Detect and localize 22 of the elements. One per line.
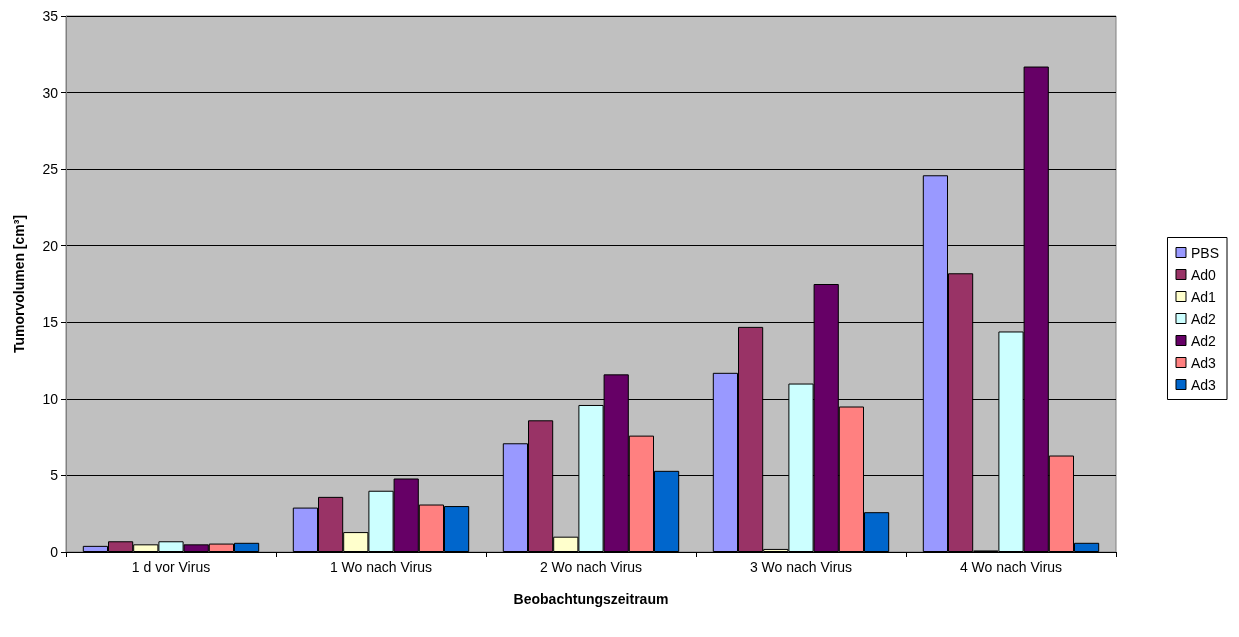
x-axis-title: Beobachtungszeitraum xyxy=(513,591,669,607)
legend-label: Ad1 xyxy=(1190,288,1217,305)
x-tick-label: 1 Wo nach Virus xyxy=(329,559,433,575)
y-tick-label: 30 xyxy=(42,84,59,101)
y-tick-label: 25 xyxy=(42,161,59,178)
y-tick-label: 35 xyxy=(42,8,59,24)
y-tick-label: 20 xyxy=(42,237,59,254)
y-axis-title: Tumorvolumen [cm³] xyxy=(11,214,27,354)
legend-label: Ad2 xyxy=(1190,310,1217,327)
x-tick-label: 2 Wo nach Virus xyxy=(539,559,643,575)
x-tick-label: 3 Wo nach Virus xyxy=(749,559,853,575)
legend-label: PBS xyxy=(1190,244,1219,261)
y-tick-label: 0 xyxy=(50,544,59,560)
x-tick-label: 4 Wo nach Virus xyxy=(959,559,1063,575)
y-tick-label: 10 xyxy=(42,390,59,407)
y-tick-label: 5 xyxy=(50,467,59,484)
legend-label: Ad3 xyxy=(1190,354,1217,371)
x-tick-label: 1 d vor Virus xyxy=(131,559,211,575)
legend-label: Ad3 xyxy=(1190,376,1217,393)
legend-label: Ad0 xyxy=(1190,266,1217,283)
legend-label: Ad2 xyxy=(1190,332,1217,349)
y-tick-label: 15 xyxy=(42,314,59,331)
